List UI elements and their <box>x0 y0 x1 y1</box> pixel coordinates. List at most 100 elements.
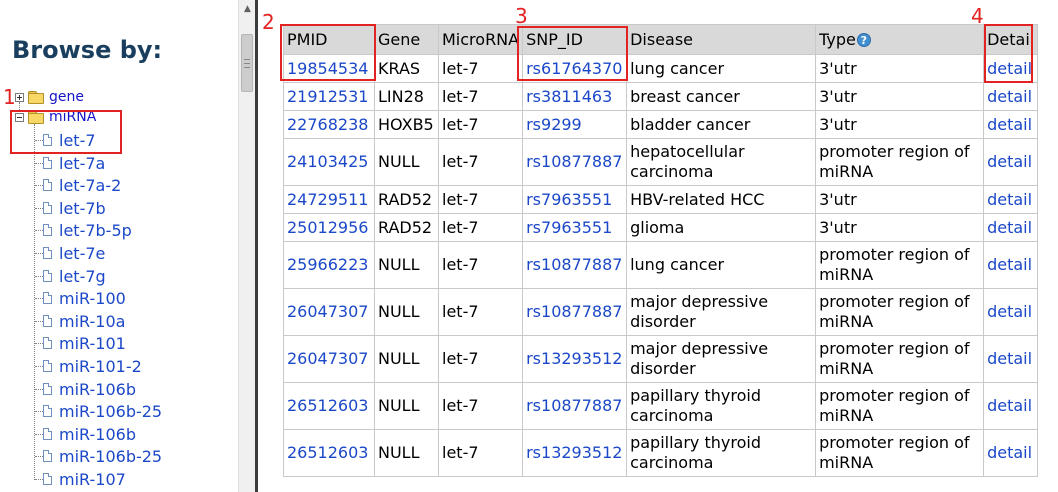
tree-leaf-label[interactable]: let-7 <box>59 130 96 150</box>
tree-line <box>35 208 43 209</box>
cell-type: promoter region of miRNA <box>815 288 985 336</box>
scroll-up-arrow-icon[interactable]: ▲ <box>244 3 251 14</box>
scrollbar-thumb[interactable] <box>241 34 253 92</box>
tree-leaf-item[interactable]: let-7a-2 <box>30 174 121 196</box>
tree-leaf-item[interactable]: miR-106b-25 <box>30 400 162 422</box>
document-icon <box>43 202 52 214</box>
cell-disease: papillary thyroid carcinoma <box>626 382 817 430</box>
pmid-link[interactable]: 26047307 <box>287 302 369 321</box>
tree-leaf-item[interactable]: miR-10a <box>30 310 125 332</box>
tree-node-label[interactable]: gene <box>49 89 84 105</box>
cell-pmid: 21912531 <box>283 82 375 111</box>
snp-id-link[interactable]: rs3811463 <box>526 86 613 106</box>
tree-leaf-item[interactable]: miR-101 <box>30 332 126 354</box>
pmid-link[interactable]: 25966223 <box>287 255 369 274</box>
cell-type: promoter region of miRNA <box>815 429 985 477</box>
document-icon <box>43 292 52 304</box>
pmid-link[interactable]: 19854534 <box>287 58 369 78</box>
document-icon <box>43 473 52 485</box>
expand-plus-icon[interactable] <box>15 92 24 102</box>
tree-leaf-label[interactable]: let-7a-2 <box>59 175 122 195</box>
tree-leaf-item[interactable]: miR-107 <box>30 468 126 490</box>
pmid-link[interactable]: 22768238 <box>287 114 369 134</box>
tree-leaf-label[interactable]: miR-10a <box>59 311 126 331</box>
tree-leaf-item[interactable]: miR-100 <box>30 287 126 309</box>
collapse-minus-icon[interactable] <box>15 112 24 122</box>
results-table-container: PMID Gene MicroRNA SNP_ID Disease Type? … <box>283 24 1039 477</box>
tree-node-mirna[interactable]: miRNA <box>15 107 96 127</box>
snp-id-link[interactable]: rs61764370 <box>526 58 623 78</box>
pmid-link[interactable]: 21912531 <box>287 86 369 106</box>
tree-leaf-label[interactable]: let-7b-5p <box>59 220 132 240</box>
tree-leaf-label[interactable]: miR-106b-25 <box>59 401 163 421</box>
tree-leaf-item[interactable]: let-7a <box>30 152 105 174</box>
tree-leaf-label[interactable]: miR-101 <box>59 333 126 353</box>
tree-leaf-label[interactable]: miR-107 <box>59 469 126 489</box>
snp-id-link[interactable]: rs7963551 <box>526 189 613 209</box>
detail-link[interactable]: detail <box>987 152 1033 171</box>
pmid-link[interactable]: 25012956 <box>287 217 369 237</box>
detail-link[interactable]: detail <box>987 255 1033 274</box>
tree-node-gene[interactable]: gene <box>15 87 84 107</box>
snp-id-link[interactable]: rs7963551 <box>526 217 613 237</box>
cell-pmid: 22768238 <box>283 110 375 139</box>
tree-leaf-label[interactable]: miR-101-2 <box>59 356 142 376</box>
tree-leaf-item[interactable]: let-7 <box>30 129 96 151</box>
tree-leaf-item[interactable]: let-7b-5p <box>30 219 132 241</box>
detail-link[interactable]: detail <box>987 217 1033 237</box>
pmid-link[interactable]: 26047307 <box>287 349 369 368</box>
frame-divider[interactable] <box>255 0 258 492</box>
detail-link[interactable]: detail <box>987 189 1033 209</box>
snp-id-link[interactable]: rs10877887 <box>526 302 623 321</box>
detail-link[interactable]: detail <box>987 443 1033 462</box>
cell-disease: papillary thyroid carcinoma <box>626 429 817 477</box>
tree-leaf-label[interactable]: let-7b <box>59 198 106 218</box>
detail-link[interactable]: detail <box>987 58 1033 78</box>
tree-leaf-label[interactable]: miR-106b <box>59 379 136 399</box>
snp-id-link[interactable]: rs13293512 <box>526 443 623 462</box>
document-icon <box>43 383 52 395</box>
cell-snp-id: rs10877887 <box>522 138 628 186</box>
tree-leaf-label[interactable]: miR-106b <box>59 424 136 444</box>
snp-id-link[interactable]: rs13293512 <box>526 349 623 368</box>
pmid-link[interactable]: 26512603 <box>287 443 369 462</box>
vertical-scrollbar[interactable]: ▲ <box>238 0 256 492</box>
cell-disease: lung cancer <box>626 241 817 289</box>
detail-link[interactable]: detail <box>987 349 1033 368</box>
tree-leaf-label[interactable]: miR-100 <box>59 288 126 308</box>
tree-leaf-item[interactable]: miR-101-2 <box>30 355 142 377</box>
tree-leaf-item[interactable]: let-7g <box>30 265 106 287</box>
cell-gene: NULL <box>374 382 439 430</box>
cell-microrna: let-7 <box>437 382 524 430</box>
table-row: 26512603 NULL let-7 rs13293512 papillary thy… <box>283 429 1039 477</box>
tree-leaf-item[interactable]: miR-106b-25 <box>30 445 162 467</box>
tree-leaf-item[interactable]: miR-106b <box>30 423 136 445</box>
tree-leaf-item[interactable]: miR-106b <box>30 378 136 400</box>
pmid-link[interactable]: 24729511 <box>287 189 369 209</box>
tree-leaf-item[interactable]: let-7b <box>30 197 106 219</box>
pmid-link[interactable]: 26512603 <box>287 396 369 415</box>
detail-link[interactable]: detail <box>987 86 1033 106</box>
snp-id-link[interactable]: rs10877887 <box>526 152 623 171</box>
tree-leaf-label[interactable]: let-7g <box>59 266 106 286</box>
cell-gene: HOXB5 <box>374 110 439 139</box>
cell-gene: LIN28 <box>374 82 439 111</box>
browse-title: Browse by: <box>12 36 163 64</box>
snp-id-link[interactable]: rs10877887 <box>526 396 623 415</box>
tree-leaf-label[interactable]: miR-106b-25 <box>59 446 163 466</box>
tree-node-label[interactable]: miRNA <box>49 109 97 125</box>
tree-leaf-item[interactable]: let-7e <box>30 242 105 264</box>
detail-link[interactable]: detail <box>987 396 1033 415</box>
cell-detail: detail <box>983 429 1039 477</box>
tree-leaf-label[interactable]: let-7a <box>59 153 106 173</box>
pmid-link[interactable]: 24103425 <box>287 152 369 171</box>
snp-id-link[interactable]: rs10877887 <box>526 255 623 274</box>
detail-link[interactable]: detail <box>987 302 1033 321</box>
snp-id-link[interactable]: rs9299 <box>526 114 582 134</box>
tree-leaf-label[interactable]: let-7e <box>59 243 106 263</box>
table-row: 25966223 NULL let-7 rs10877887 lung cancer pr… <box>283 241 1039 289</box>
cell-gene: NULL <box>374 429 439 477</box>
question-mark-icon[interactable]: ? <box>856 32 871 47</box>
detail-link[interactable]: detail <box>987 114 1033 134</box>
table-row: 25012956 RAD52 let-7 rs7963551 glioma 3'utr de… <box>283 213 1039 242</box>
